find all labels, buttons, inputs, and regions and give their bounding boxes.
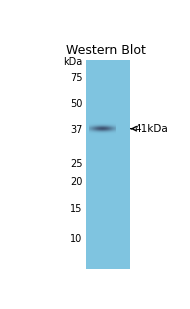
Text: 15: 15 <box>70 204 83 214</box>
Text: 25: 25 <box>70 159 83 169</box>
Text: 20: 20 <box>70 177 83 187</box>
Text: 41kDa: 41kDa <box>135 124 169 134</box>
Text: Western Blot: Western Blot <box>66 44 146 57</box>
Polygon shape <box>86 60 130 269</box>
Text: kDa: kDa <box>63 57 83 67</box>
Text: 75: 75 <box>70 73 83 83</box>
Text: 50: 50 <box>70 99 83 109</box>
Text: 37: 37 <box>70 125 83 135</box>
Text: 10: 10 <box>70 234 83 244</box>
